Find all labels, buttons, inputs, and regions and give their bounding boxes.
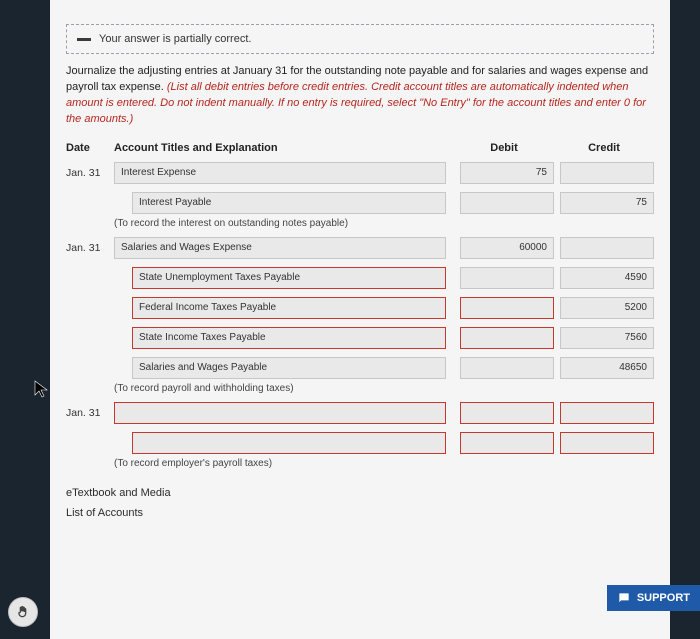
credit-input[interactable] (560, 237, 654, 259)
journal-row: State Income Taxes Payable 7560 (66, 325, 654, 351)
narration: (To record employer's payroll taxes) (66, 456, 654, 475)
alert-text: Your answer is partially correct. (99, 33, 251, 45)
question-panel: Your answer is partially correct. Journa… (50, 0, 670, 639)
credit-input[interactable]: 4590 (560, 267, 654, 289)
header-date: Date (66, 142, 114, 154)
credit-input[interactable]: 75 (560, 192, 654, 214)
debit-input[interactable] (460, 402, 554, 424)
account-cell: Salaries and Wages Payable (114, 357, 454, 379)
account-title-input[interactable] (114, 402, 446, 424)
narration: (To record payroll and withholding taxes… (66, 381, 654, 400)
journal-row: Jan. 31 (66, 400, 654, 426)
debit-cell (454, 327, 554, 349)
journal-row: Jan. 31Salaries and Wages Expense 60000 (66, 235, 654, 261)
header-debit: Debit (454, 142, 554, 154)
credit-input[interactable]: 48650 (560, 357, 654, 379)
journal-row: Salaries and Wages Payable 48650 (66, 355, 654, 381)
account-title-input[interactable]: State Unemployment Taxes Payable (132, 267, 446, 289)
date-cell: Jan. 31 (66, 407, 114, 419)
debit-cell (454, 357, 554, 379)
list-of-accounts-link[interactable]: List of Accounts (66, 503, 654, 523)
date-cell: Jan. 31 (66, 167, 114, 179)
debit-cell (454, 402, 554, 424)
credit-input[interactable]: 7560 (560, 327, 654, 349)
debit-input[interactable] (460, 432, 554, 454)
etextbook-link[interactable]: eTextbook and Media (66, 483, 654, 503)
account-cell: Interest Expense (114, 162, 454, 184)
header-account: Account Titles and Explanation (114, 142, 454, 154)
account-title-input[interactable]: Salaries and Wages Expense (114, 237, 446, 259)
credit-input[interactable] (560, 162, 654, 184)
support-button[interactable]: SUPPORT (607, 585, 700, 611)
cursor-icon (34, 380, 48, 398)
debit-input[interactable]: 60000 (460, 237, 554, 259)
journal-header: Date Account Titles and Explanation Debi… (66, 138, 654, 160)
bottom-links: eTextbook and Media List of Accounts (66, 483, 654, 523)
account-title-input[interactable]: Salaries and Wages Payable (132, 357, 446, 379)
credit-cell: 5200 (554, 297, 654, 319)
debit-cell (454, 432, 554, 454)
account-title-input[interactable]: State Income Taxes Payable (132, 327, 446, 349)
credit-cell (554, 402, 654, 424)
credit-cell: 75 (554, 192, 654, 214)
journal-row: Federal Income Taxes Payable 5200 (66, 295, 654, 321)
credit-cell (554, 162, 654, 184)
credit-input[interactable] (560, 432, 654, 454)
narration: (To record the interest on outstanding n… (66, 216, 654, 235)
account-cell (114, 402, 454, 424)
journal-row (66, 430, 654, 456)
partial-correct-alert: Your answer is partially correct. (66, 24, 654, 54)
debit-cell (454, 297, 554, 319)
account-cell: Salaries and Wages Expense (114, 237, 454, 259)
account-cell: Interest Payable (114, 192, 454, 214)
account-title-input[interactable] (132, 432, 446, 454)
account-title-input[interactable]: Interest Payable (132, 192, 446, 214)
debit-input[interactable] (460, 297, 554, 319)
debit-cell (454, 192, 554, 214)
hand-icon (15, 604, 31, 620)
chat-icon (617, 591, 631, 605)
journal-body: Jan. 31Interest Expense75Interest Payabl… (66, 160, 654, 475)
journal-row: Jan. 31Interest Expense 75 (66, 160, 654, 186)
debit-input[interactable] (460, 192, 554, 214)
account-title-input[interactable]: Federal Income Taxes Payable (132, 297, 446, 319)
debit-cell (454, 267, 554, 289)
instructions: Journalize the adjusting entries at Janu… (66, 64, 654, 128)
credit-cell (554, 237, 654, 259)
credit-cell: 7560 (554, 327, 654, 349)
support-label: SUPPORT (637, 592, 690, 604)
side-round-button[interactable] (8, 597, 38, 627)
account-title-input[interactable]: Interest Expense (114, 162, 446, 184)
credit-input[interactable]: 5200 (560, 297, 654, 319)
account-cell: State Unemployment Taxes Payable (114, 267, 454, 289)
debit-input[interactable] (460, 357, 554, 379)
debit-input[interactable]: 75 (460, 162, 554, 184)
credit-cell: 48650 (554, 357, 654, 379)
debit-input[interactable] (460, 327, 554, 349)
journal-row: Interest Payable 75 (66, 190, 654, 216)
account-cell (114, 432, 454, 454)
debit-cell: 75 (454, 162, 554, 184)
account-cell: State Income Taxes Payable (114, 327, 454, 349)
minus-icon (77, 38, 91, 41)
credit-input[interactable] (560, 402, 654, 424)
account-cell: Federal Income Taxes Payable (114, 297, 454, 319)
debit-cell: 60000 (454, 237, 554, 259)
date-cell: Jan. 31 (66, 242, 114, 254)
debit-input[interactable] (460, 267, 554, 289)
journal-row: State Unemployment Taxes Payable 4590 (66, 265, 654, 291)
credit-cell (554, 432, 654, 454)
header-credit: Credit (554, 142, 654, 154)
credit-cell: 4590 (554, 267, 654, 289)
